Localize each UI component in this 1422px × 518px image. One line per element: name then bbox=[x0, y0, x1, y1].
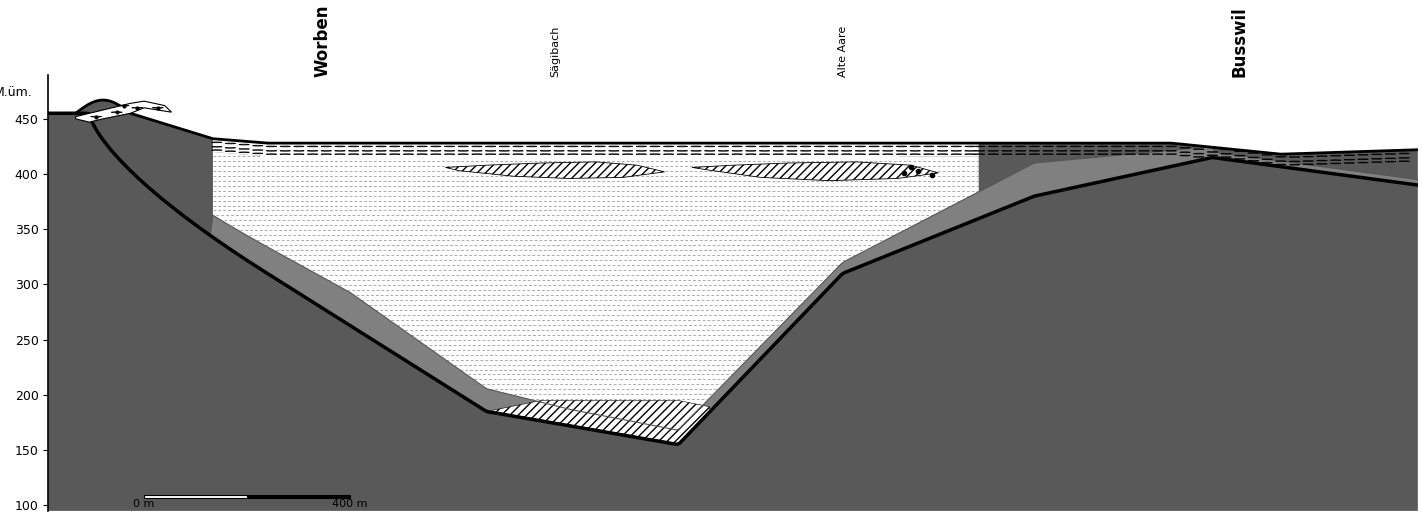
Text: 400 m: 400 m bbox=[331, 499, 367, 509]
Polygon shape bbox=[693, 162, 939, 181]
Text: Worben: Worben bbox=[313, 4, 331, 77]
Polygon shape bbox=[445, 162, 664, 179]
Polygon shape bbox=[899, 143, 1418, 251]
Polygon shape bbox=[493, 400, 710, 443]
Polygon shape bbox=[213, 152, 978, 430]
Text: Sägibach: Sägibach bbox=[550, 25, 560, 77]
Bar bbox=[247, 495, 350, 498]
Text: Alte Aare: Alte Aare bbox=[838, 25, 848, 77]
Polygon shape bbox=[48, 100, 264, 272]
Text: Busswil: Busswil bbox=[1231, 6, 1249, 77]
Polygon shape bbox=[48, 113, 1418, 444]
Bar bbox=[144, 495, 247, 498]
Text: M.üm.: M.üm. bbox=[0, 85, 33, 99]
Polygon shape bbox=[48, 113, 1418, 511]
Polygon shape bbox=[75, 101, 172, 122]
Polygon shape bbox=[213, 139, 978, 156]
Text: 0 m: 0 m bbox=[134, 499, 155, 509]
